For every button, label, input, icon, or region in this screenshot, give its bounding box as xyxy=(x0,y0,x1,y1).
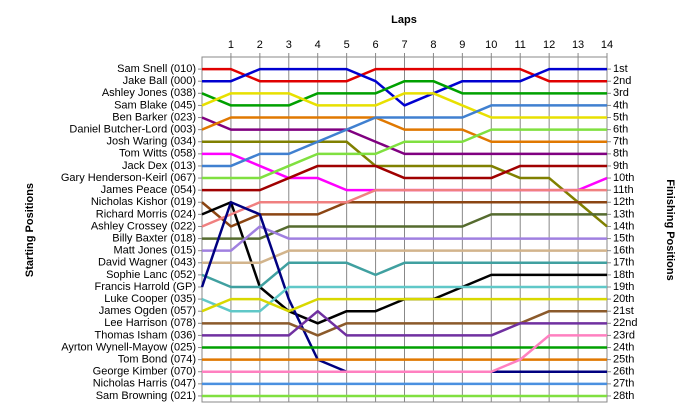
y2-tick-label: 22nd xyxy=(613,317,637,329)
y2-tick-label: 16th xyxy=(613,245,634,257)
y2-axis-title: Finishing Positions xyxy=(664,179,676,280)
series-line xyxy=(201,116,607,143)
start-label: George Kimber (070) xyxy=(93,366,196,378)
y2-tick-label: 28th xyxy=(613,390,634,402)
x-tick-label: 6 xyxy=(373,39,379,51)
start-label: Sophie Lanc (052) xyxy=(106,269,196,281)
y2-tick-label: 25th xyxy=(613,354,634,366)
y2-tick-label: 13th xyxy=(613,208,634,220)
y2-tick-label: 24th xyxy=(613,341,634,353)
y2-tick-label: 9th xyxy=(613,160,628,172)
y2-tick-label: 10th xyxy=(613,172,634,184)
y2-tick-label: 20th xyxy=(613,293,634,305)
start-label: Tom Witts (058) xyxy=(119,148,196,160)
y2-tick-label: 15th xyxy=(613,232,634,244)
y2-tick-label: 17th xyxy=(613,257,634,269)
start-label: David Wagner (043) xyxy=(98,257,196,269)
x-tick-label: 13 xyxy=(572,39,584,51)
start-label: Thomas Isham (036) xyxy=(95,329,196,341)
start-label: Ashley Jones (038) xyxy=(102,87,196,99)
start-label: Josh Waring (034) xyxy=(107,136,196,148)
series-line xyxy=(202,309,607,337)
y2-tick-label: 3rd xyxy=(613,87,629,99)
start-label: Jake Ball (000) xyxy=(123,75,196,87)
start-label: Sam Snell (010) xyxy=(117,63,196,75)
x-tick-label: 12 xyxy=(543,39,555,51)
series-line xyxy=(202,164,607,192)
y2-tick-label: 19th xyxy=(613,281,634,293)
y2-tick-label: 14th xyxy=(613,220,634,232)
series-line xyxy=(202,67,607,83)
start-label: James Peace (054) xyxy=(101,184,196,196)
x-tick-label: 1 xyxy=(228,39,234,51)
series-line xyxy=(202,249,607,265)
series-line xyxy=(201,297,607,313)
y2-tick-label: 4th xyxy=(613,99,628,111)
start-label: Matt Jones (015) xyxy=(113,245,196,257)
x-tick-label: 11 xyxy=(515,39,526,51)
series-line xyxy=(202,334,607,373)
start-label: Jack Dex (013) xyxy=(122,160,196,172)
x-tick-label: 8 xyxy=(430,39,436,51)
y2-tick-label: 2nd xyxy=(613,75,631,87)
y2-tick-label: 1st xyxy=(613,63,628,75)
series-line xyxy=(201,92,607,119)
y2-tick-label: 5th xyxy=(613,111,628,123)
y2-tick-label: 21st xyxy=(613,305,634,317)
x-tick-label: 10 xyxy=(485,39,497,51)
y2-tick-label: 27th xyxy=(613,378,634,390)
start-label: Sam Browning (021) xyxy=(96,390,196,402)
start-label: Daniel Butcher-Lord (003) xyxy=(69,124,196,136)
start-label: Francis Harrold (GP) xyxy=(95,281,196,293)
x-tick-label: 9 xyxy=(459,39,465,51)
y2-tick-label: 18th xyxy=(613,269,634,281)
start-label: Nicholas Harris (047) xyxy=(93,378,196,390)
series-line xyxy=(202,104,607,168)
chart-title: Laps xyxy=(391,14,417,26)
series-line xyxy=(201,201,607,228)
series-line xyxy=(201,79,607,107)
series-line xyxy=(201,261,607,289)
x-tick-label: 5 xyxy=(344,39,350,51)
y2-tick-label: 26th xyxy=(613,366,634,378)
series-line xyxy=(202,225,607,252)
start-label: Sam Blake (045) xyxy=(114,99,196,111)
x-tick-label: 3 xyxy=(286,39,292,51)
x-tick-label: 7 xyxy=(401,39,407,51)
series-line xyxy=(202,128,607,180)
y2-tick-label: 23rd xyxy=(613,329,635,341)
start-label: Richard Morris (024) xyxy=(96,208,196,220)
start-label: Ben Barker (023) xyxy=(112,111,196,123)
start-label: Ayrton Wynell-Mayow (025) xyxy=(61,341,196,353)
series-line xyxy=(202,67,607,107)
start-label: Luke Cooper (035) xyxy=(104,293,196,305)
x-tick-label: 4 xyxy=(315,39,321,51)
start-label: Lee Harrison (078) xyxy=(104,317,196,329)
start-label: Ashley Crossey (022) xyxy=(91,220,196,232)
series-line xyxy=(202,309,607,337)
start-label: James Ogden (057) xyxy=(99,305,196,317)
series-line xyxy=(201,116,607,156)
series-line xyxy=(202,140,608,228)
series-line xyxy=(202,213,607,240)
x-tick-label: 14 xyxy=(601,39,613,51)
y-axis-title: Starting Positions xyxy=(24,183,36,277)
start-label: Nicholas Kishor (019) xyxy=(91,196,196,208)
y2-tick-label: 8th xyxy=(613,148,628,160)
y2-tick-label: 6th xyxy=(613,124,628,136)
start-label: Tom Bond (074) xyxy=(118,354,196,366)
start-label: Billy Baxter (018) xyxy=(112,232,196,244)
y2-tick-label: 7th xyxy=(613,136,628,148)
y2-tick-label: 11th xyxy=(613,184,634,196)
series-line xyxy=(201,188,607,228)
x-tick-label: 2 xyxy=(257,39,263,51)
start-label: Gary Henderson-Keirl (067) xyxy=(61,172,196,184)
y2-tick-label: 12th xyxy=(613,196,634,208)
